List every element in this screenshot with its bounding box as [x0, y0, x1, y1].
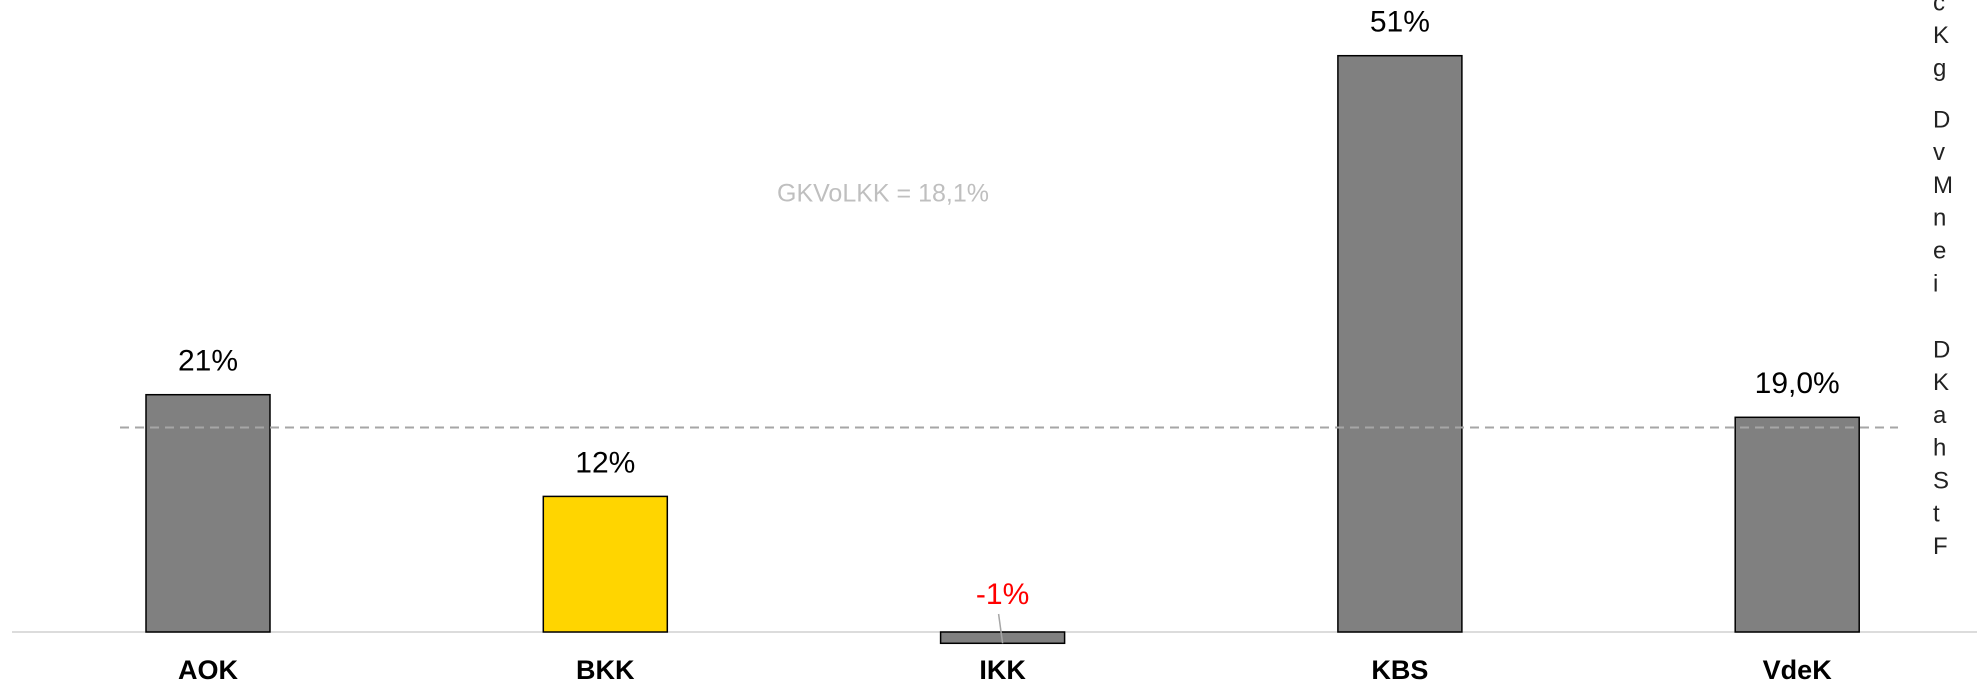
value-label: 21% [178, 345, 238, 378]
category-label: VdeK [1763, 655, 1833, 685]
bar [1337, 54, 1463, 633]
side-text: h [1933, 435, 1946, 462]
leader-line [997, 613, 1004, 644]
side-text: K [1933, 22, 1949, 49]
bar [145, 393, 271, 633]
side-text: v [1933, 139, 1945, 166]
side-text: D [1933, 106, 1950, 133]
category-label: BKK [576, 655, 635, 685]
side-text: a [1933, 402, 1947, 429]
bar [542, 495, 669, 633]
side-text: S [1933, 468, 1949, 495]
side-text: n [1933, 205, 1946, 232]
bar [1734, 416, 1860, 633]
side-text: e [1933, 238, 1946, 265]
category-label: KBS [1371, 655, 1428, 685]
reference-label: GKVoLKK = 18,1% [777, 180, 989, 208]
side-text: g [1933, 55, 1946, 82]
side-text: t [1933, 500, 1940, 527]
side-text: c [1933, 0, 1945, 16]
category-label: AOK [178, 655, 239, 685]
side-text: F [1933, 533, 1948, 560]
side-text: M [1933, 172, 1953, 199]
value-label: -1% [976, 578, 1029, 611]
value-label: 51% [1370, 6, 1430, 39]
value-label: 19,0% [1755, 367, 1840, 400]
value-label: 12% [575, 446, 635, 479]
side-text: K [1933, 369, 1949, 396]
side-text: D [1933, 336, 1950, 363]
side-text: i [1933, 270, 1938, 297]
category-label: IKK [979, 655, 1026, 685]
